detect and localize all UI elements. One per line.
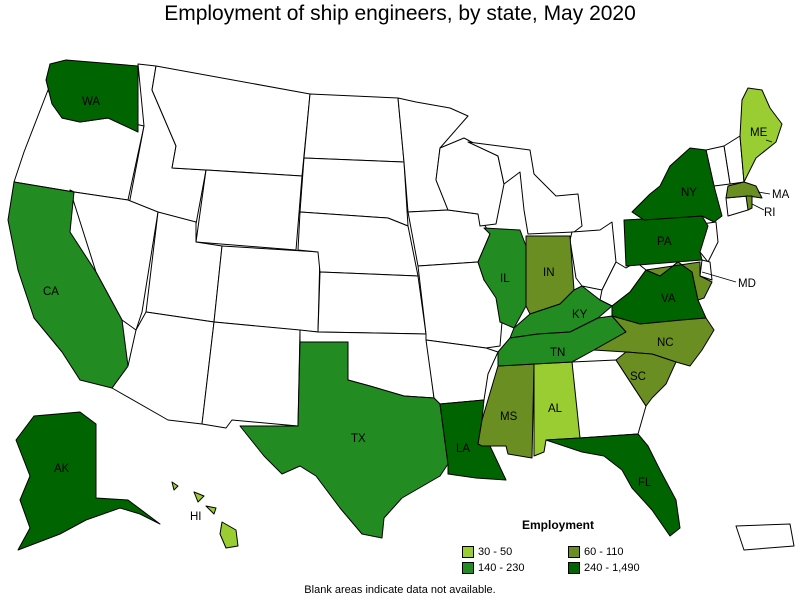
state-wa [45, 59, 139, 133]
legend-item: 30 - 50 [462, 546, 512, 558]
label-il: IL [500, 273, 510, 285]
state-de [699, 259, 713, 281]
legend-swatch [462, 546, 474, 558]
no-data-states [13, 63, 795, 551]
label-tx: TX [351, 433, 366, 445]
state-me [739, 87, 783, 183]
state-co [213, 245, 321, 333]
state-la [439, 399, 507, 481]
state-labels: WA CA AK HI TX LA MS AL FL IL IN KY TN V… [43, 96, 790, 523]
label-ma: MA [772, 189, 790, 201]
label-pa: PA [657, 236, 672, 248]
label-la: LA [456, 443, 470, 455]
state-ks [317, 271, 427, 335]
data-states [7, 59, 783, 551]
label-ri: RI [764, 207, 776, 219]
state-nm [201, 321, 301, 429]
state-md [645, 261, 713, 301]
legend-label: 240 - 1,490 [584, 562, 640, 574]
state-ma [725, 181, 763, 199]
label-md: MD [738, 278, 756, 290]
state-ia [407, 209, 491, 267]
territory-pr [735, 523, 795, 551]
legend-title: Employment [522, 518, 595, 532]
label-nc: NC [657, 337, 674, 349]
label-ky: KY [572, 309, 588, 321]
legend-label: 60 - 110 [584, 546, 624, 558]
legend-swatch [568, 562, 580, 574]
state-sc [615, 351, 677, 407]
label-al: AL [548, 403, 563, 415]
label-ak: AK [54, 463, 70, 475]
state-ri [745, 195, 753, 211]
label-ms: MS [500, 411, 518, 423]
legend-item: 240 - 1,490 [568, 562, 640, 574]
label-hi: HI [190, 511, 202, 523]
state-ms [477, 363, 535, 459]
label-in: IN [543, 267, 555, 279]
state-ak [15, 411, 161, 551]
label-sc: SC [630, 371, 646, 383]
state-nc [593, 315, 715, 367]
legend-label: 140 - 230 [478, 562, 525, 574]
state-fl [545, 433, 681, 537]
state-tx [239, 341, 449, 539]
state-ny [631, 147, 723, 223]
label-me: ME [750, 127, 768, 139]
legend-item: 60 - 110 [568, 546, 624, 558]
legend-label: 30 - 50 [478, 546, 513, 558]
footnote: Blank areas indicate data not available. [304, 584, 496, 596]
label-va: VA [661, 293, 676, 305]
label-ca: CA [43, 286, 59, 298]
map-title: Employment of ship engineers, by state, … [164, 2, 636, 25]
state-ca [7, 181, 129, 389]
state-az [111, 311, 215, 425]
label-ny: NY [681, 187, 697, 199]
label-wa: WA [82, 96, 100, 108]
state-nd [303, 93, 405, 163]
state-il [477, 227, 527, 329]
label-tn: TN [550, 347, 565, 359]
state-ar [425, 339, 499, 405]
state-hi [171, 481, 239, 549]
state-wy [195, 169, 303, 251]
leader-lines [701, 139, 773, 283]
label-fl: FL [638, 477, 652, 489]
state-mt [151, 65, 311, 177]
legend-swatch [568, 546, 580, 558]
legend-item: 140 - 230 [462, 562, 524, 574]
state-ct [725, 195, 749, 217]
legend-swatch [462, 562, 474, 574]
